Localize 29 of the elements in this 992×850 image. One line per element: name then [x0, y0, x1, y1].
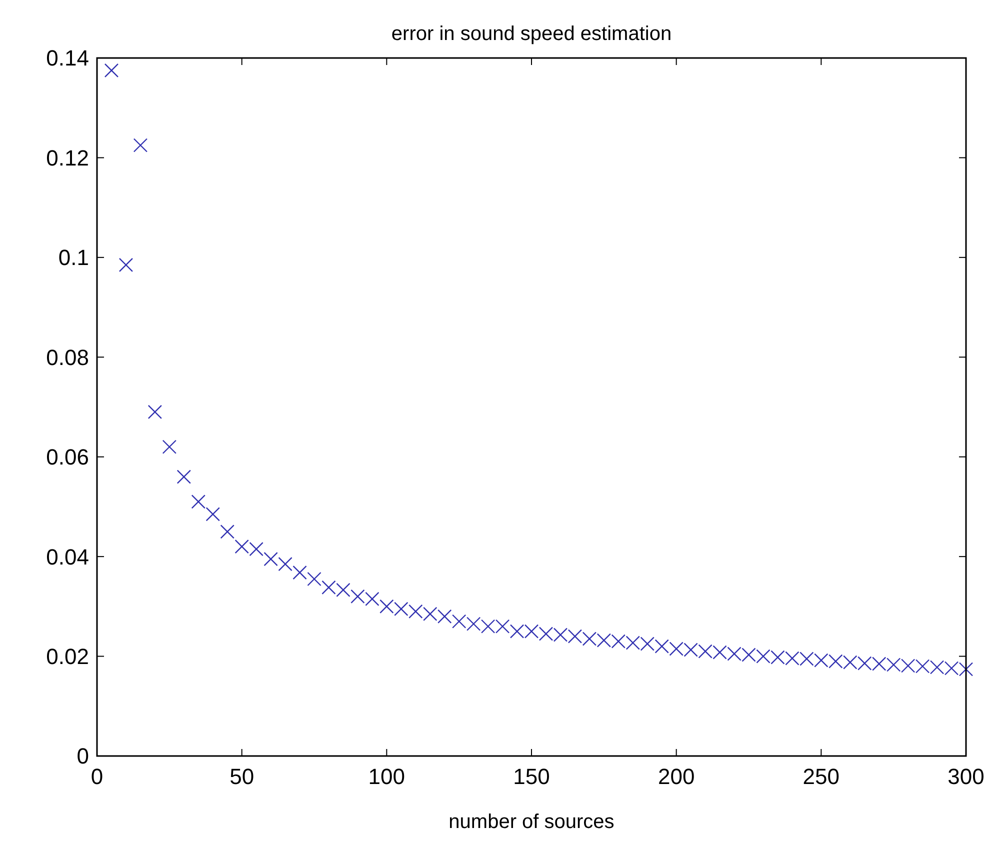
y-tick-label: 0.08	[46, 344, 89, 370]
x-tick-label: 250	[802, 764, 840, 789]
x-tick-label: 100	[368, 764, 406, 789]
x-axis-title: number of sources	[448, 811, 614, 833]
x-tick-label: 300	[948, 764, 984, 789]
chart-title: error in sound speed estimation	[391, 23, 672, 45]
point	[162, 440, 177, 454]
point	[307, 572, 322, 586]
point	[278, 556, 292, 572]
y-tick-label: 0.04	[46, 544, 89, 570]
point	[176, 470, 191, 484]
y-tick-label: 0.12	[46, 145, 89, 170]
point	[133, 138, 148, 152]
point	[104, 63, 119, 78]
point	[264, 552, 278, 566]
y-tick-label: 0.14	[46, 46, 89, 71]
y-tick-label: 0.02	[46, 644, 89, 669]
y-tick-label: 0	[76, 744, 89, 769]
point	[118, 258, 134, 272]
y-tick-label: 0.1	[58, 245, 89, 270]
x-tick-label: 50	[230, 764, 254, 789]
point	[191, 494, 206, 509]
point	[220, 524, 234, 539]
x-tick-label: 150	[513, 764, 550, 789]
point	[206, 507, 220, 522]
point	[292, 565, 307, 580]
point	[148, 404, 162, 420]
x-tick-label: 200	[658, 764, 695, 789]
y-tick-label: 0.06	[46, 444, 89, 470]
